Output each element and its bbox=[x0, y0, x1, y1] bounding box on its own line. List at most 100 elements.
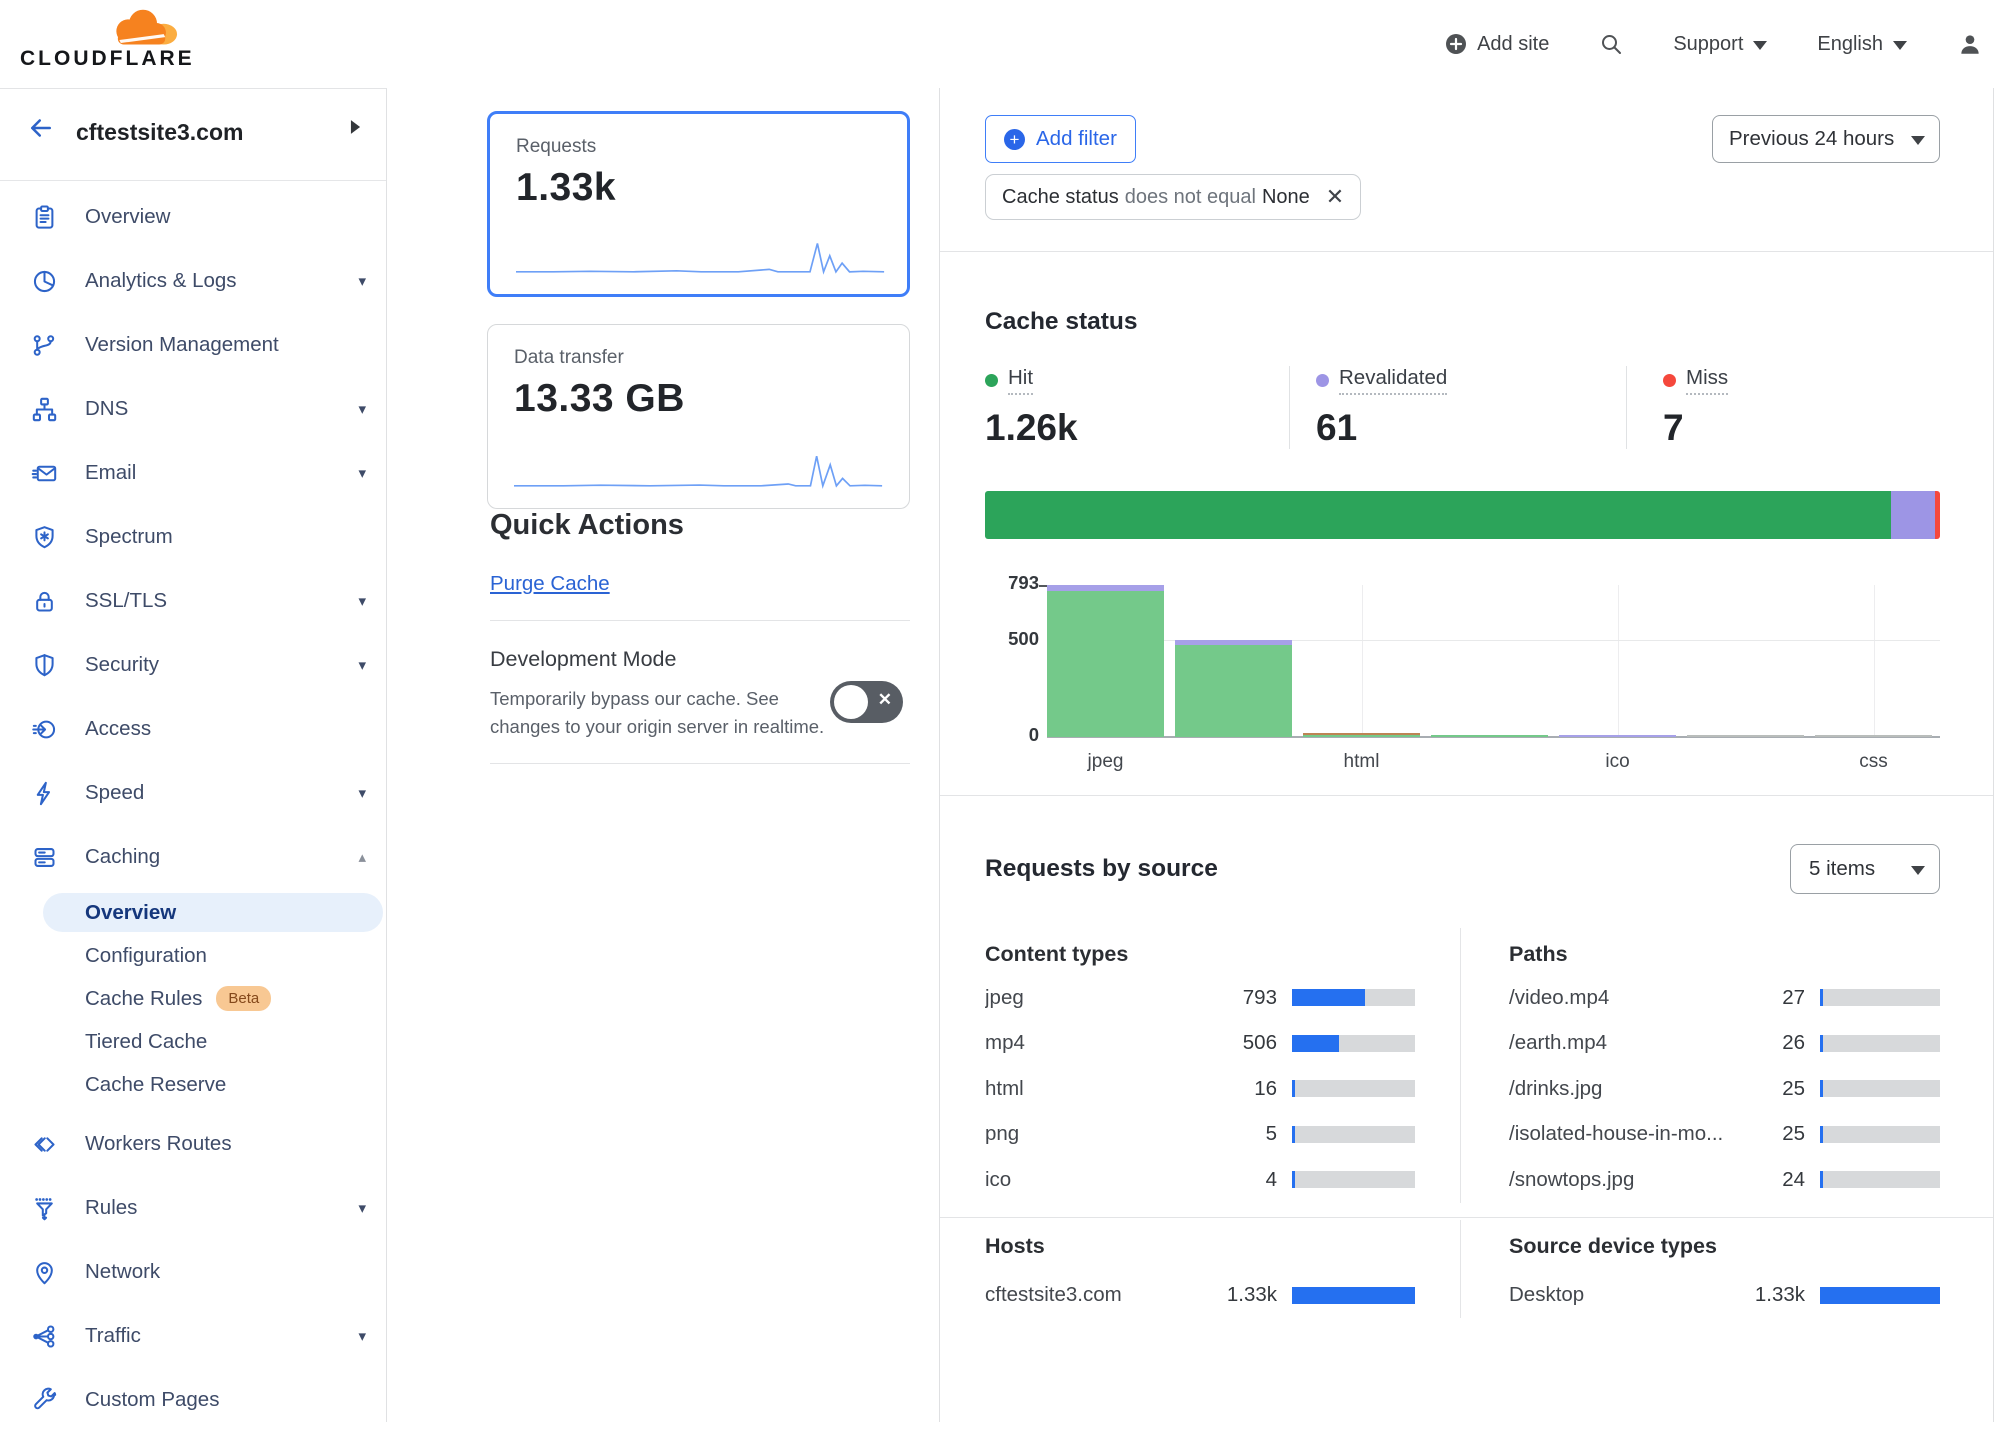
row-bar-fill bbox=[1292, 1286, 1415, 1304]
row-bar-track bbox=[1292, 1080, 1415, 1098]
sidebar-item-access[interactable]: Access bbox=[0, 697, 386, 761]
legend-dot-icon bbox=[1316, 374, 1329, 387]
chart-bar[interactable] bbox=[1431, 735, 1548, 737]
row-bar-track bbox=[1292, 1171, 1415, 1189]
table-title-paths: Paths bbox=[1509, 942, 1568, 966]
search-button[interactable] bbox=[1599, 32, 1623, 56]
sidebar-item-spectrum[interactable]: Spectrum bbox=[0, 505, 386, 569]
cloudflare-logo[interactable]: CLOUDFLARE bbox=[20, 6, 192, 71]
stat-label-miss[interactable]: Miss bbox=[1663, 366, 1729, 395]
bar-segment-miss bbox=[1303, 732, 1420, 735]
back-arrow-icon[interactable] bbox=[26, 113, 56, 148]
sidebar-item-label: Email bbox=[85, 461, 137, 484]
sidebar-item-label: Access bbox=[85, 717, 152, 740]
sidebar-item-ssl-tls[interactable]: SSL/TLS ▾ bbox=[0, 569, 386, 633]
filter-chip[interactable]: Cache status does not equal None ✕ bbox=[985, 174, 1362, 220]
sidebar-item-label: Speed bbox=[85, 781, 145, 804]
requests-card[interactable]: Requests 1.33k bbox=[487, 111, 910, 297]
content-types-table: Content types jpeg 793 mp4 506 html 16 png 5 ico 4 bbox=[985, 928, 1460, 1203]
table-row-ico: ico 4 bbox=[985, 1157, 1415, 1203]
remove-filter-icon[interactable]: ✕ bbox=[1325, 184, 1345, 209]
chevron-down-icon: ▾ bbox=[358, 593, 366, 610]
sidebar-subitem-configuration[interactable]: Configuration bbox=[0, 934, 386, 977]
row-label: /earth.mp4 bbox=[1509, 1031, 1607, 1055]
sidebar-item-label: Version Management bbox=[85, 333, 279, 356]
sidebar-item-email[interactable]: Email ▾ bbox=[0, 441, 386, 505]
sidebar-subitem-tiered-cache[interactable]: Tiered Cache bbox=[0, 1020, 386, 1063]
stat-label-hit[interactable]: Hit bbox=[985, 366, 1034, 395]
stat-label-revalidated[interactable]: Revalidated bbox=[1316, 366, 1448, 395]
paths-table: Paths/video.mp4 27/earth.mp4 26/drinks.jpg… bbox=[1460, 928, 1940, 1203]
sidebar-item-dns[interactable]: DNS ▾ bbox=[0, 377, 386, 441]
table-title-source-device-types: Source device types bbox=[1509, 1233, 1717, 1258]
row-bar-track bbox=[1820, 1034, 1940, 1052]
divider bbox=[490, 620, 910, 621]
data-transfer-card[interactable]: Data transfer 13.33 GB bbox=[487, 324, 910, 509]
divider bbox=[490, 763, 910, 764]
sidebar-item-overview[interactable]: Overview bbox=[0, 185, 386, 249]
row-label: /video.mp4 bbox=[1509, 985, 1610, 1009]
sidebar-item-version-management[interactable]: Version Management bbox=[0, 313, 386, 377]
sidebar-item-traffic[interactable]: Traffic ▾ bbox=[0, 1304, 386, 1368]
chart-bar-jpeg[interactable] bbox=[1047, 585, 1164, 737]
sidebar-subitem-cache-reserve[interactable]: Cache Reserve bbox=[0, 1063, 386, 1106]
sidebar-item-security[interactable]: Security ▾ bbox=[0, 633, 386, 697]
table-row-video-mp4: /video.mp4 27 bbox=[1509, 975, 1940, 1021]
sidebar-item-caching[interactable]: Caching ▴ bbox=[0, 825, 386, 889]
chart-bar[interactable] bbox=[1687, 735, 1804, 737]
sidebar-item-rules[interactable]: Rules ▾ bbox=[0, 1176, 386, 1240]
row-bar-track bbox=[1820, 1171, 1940, 1189]
support-menu[interactable]: Support bbox=[1673, 33, 1768, 56]
account-button[interactable] bbox=[1957, 31, 1983, 57]
chevron-down-icon: ▾ bbox=[358, 1200, 366, 1217]
add-filter-button[interactable]: + Add filter bbox=[985, 115, 1136, 163]
chart-bar-css[interactable] bbox=[1815, 735, 1932, 737]
clipboard-icon bbox=[31, 204, 58, 231]
chevron-down-icon bbox=[1753, 40, 1768, 50]
chart-bar-ico[interactable] bbox=[1559, 735, 1676, 737]
bolt-icon bbox=[31, 780, 58, 807]
share-nodes-icon bbox=[31, 1323, 58, 1350]
code-brackets-icon bbox=[31, 1131, 58, 1158]
sidebar-item-workers-routes[interactable]: Workers Routes bbox=[0, 1112, 386, 1176]
requests-card-label: Requests bbox=[516, 136, 597, 157]
add-site-button[interactable]: Add site bbox=[1445, 33, 1549, 56]
bar-segment-hit bbox=[1175, 644, 1292, 737]
language-menu[interactable]: English bbox=[1817, 33, 1907, 56]
chart-bar[interactable] bbox=[1175, 640, 1292, 737]
y-tick-label: 500 bbox=[1008, 628, 1039, 650]
hosts-table: Hosts cftestsite3.com 1.33k bbox=[985, 1220, 1460, 1319]
items-count-select[interactable]: 5 items bbox=[1790, 844, 1940, 894]
sidebar-item-label: Custom Pages bbox=[85, 1388, 220, 1411]
sidebar-item-custom-pages[interactable]: Custom Pages bbox=[0, 1368, 386, 1432]
time-range-select[interactable]: Previous 24 hours bbox=[1712, 115, 1940, 163]
row-bar-fill bbox=[1292, 1125, 1295, 1143]
divider bbox=[940, 1216, 1993, 1218]
vertical-gridline bbox=[1617, 585, 1619, 737]
lock-icon bbox=[31, 588, 58, 615]
row-value: 27 bbox=[1782, 985, 1805, 1009]
sidebar-item-analytics-logs[interactable]: Analytics & Logs ▾ bbox=[0, 249, 386, 313]
chart-bar-html[interactable] bbox=[1303, 732, 1420, 737]
purge-cache-link[interactable]: Purge Cache bbox=[490, 572, 610, 595]
row-bar-track bbox=[1292, 1125, 1415, 1143]
server-stack-icon bbox=[31, 844, 58, 871]
row-value: 506 bbox=[1242, 1031, 1277, 1055]
requests-by-source-section: Requests by source 5 items Content types… bbox=[940, 844, 1993, 1319]
chevron-down-icon: ▾ bbox=[358, 657, 366, 674]
chevron-down-icon: ▾ bbox=[358, 401, 366, 418]
filter-operator: does not equal bbox=[1124, 185, 1256, 208]
cache-status-title: Cache status bbox=[985, 308, 1138, 335]
site-expand-icon[interactable] bbox=[349, 119, 362, 140]
row-bar-fill bbox=[1820, 1080, 1823, 1098]
sidebar-item-speed[interactable]: Speed ▾ bbox=[0, 761, 386, 825]
sidebar-subitem-overview[interactable]: Overview bbox=[0, 891, 386, 934]
sidebar-item-network[interactable]: Network bbox=[0, 1240, 386, 1304]
row-label: /drinks.jpg bbox=[1509, 1076, 1603, 1100]
sidebar: cftestsite3.com Overview Analytics & Logs… bbox=[0, 88, 387, 1422]
chevron-down-icon: ▾ bbox=[358, 1328, 366, 1345]
sidebar-item-label: Overview bbox=[85, 205, 171, 228]
development-mode-toggle[interactable]: ✕ bbox=[830, 681, 903, 723]
sidebar-subitem-cache-rules[interactable]: Cache Rules Beta bbox=[0, 977, 386, 1020]
